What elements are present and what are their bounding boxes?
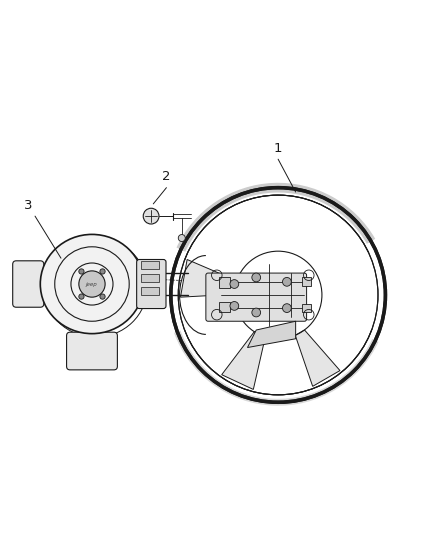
Text: 2: 2: [162, 170, 171, 183]
Polygon shape: [180, 260, 237, 297]
Circle shape: [252, 308, 261, 317]
Circle shape: [79, 294, 84, 299]
Polygon shape: [247, 321, 296, 348]
FancyBboxPatch shape: [137, 260, 166, 309]
Text: 3: 3: [24, 199, 33, 212]
Ellipse shape: [40, 235, 144, 334]
Bar: [219, 278, 230, 288]
Bar: [302, 278, 311, 286]
Circle shape: [100, 294, 105, 299]
Bar: [141, 287, 159, 295]
Circle shape: [143, 208, 159, 224]
Bar: [141, 261, 159, 269]
FancyBboxPatch shape: [67, 332, 117, 370]
Circle shape: [230, 280, 239, 288]
Circle shape: [283, 278, 291, 286]
Circle shape: [252, 273, 261, 282]
Bar: [302, 304, 311, 312]
Circle shape: [100, 269, 105, 274]
Polygon shape: [295, 330, 340, 386]
Circle shape: [79, 269, 84, 274]
FancyBboxPatch shape: [13, 261, 44, 307]
Circle shape: [79, 271, 105, 297]
Bar: [219, 302, 230, 312]
Circle shape: [283, 304, 291, 312]
Polygon shape: [222, 332, 265, 390]
Circle shape: [230, 302, 239, 310]
Bar: [141, 274, 159, 282]
FancyBboxPatch shape: [206, 273, 307, 321]
Circle shape: [178, 235, 185, 241]
Text: jeep: jeep: [86, 281, 98, 287]
Text: 1: 1: [274, 142, 283, 155]
